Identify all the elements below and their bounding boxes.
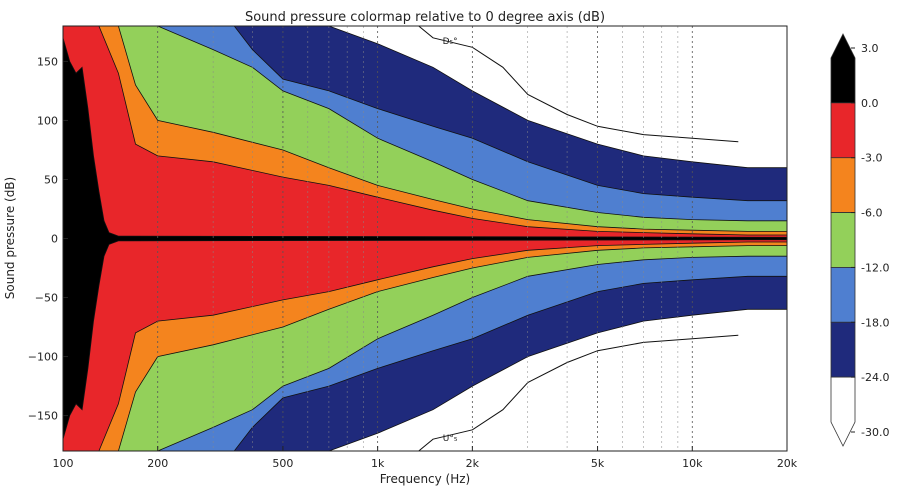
x-axis-ticks: 100 200 500 1k 2k 5k 10k 20k [53,446,798,470]
annotation-label: U°₅ [443,434,458,444]
colorbar-band [830,267,856,323]
x-tick-label: 1k [371,457,385,470]
y-tick-label: 100 [37,114,58,127]
x-tick-label: 100 [53,457,74,470]
colorbar-tick-label: -24.0 [861,371,889,384]
y-tick-label: −100 [28,351,58,364]
colorbar-tick-label: -18.0 [861,316,889,329]
x-tick-label: 2k [466,457,480,470]
colorbar-tick-label: 0.0 [861,97,879,110]
colorbar-tick-label: 3.0 [861,42,879,55]
chart-title: Sound pressure colormap relative to 0 de… [245,10,605,25]
y-axis-ticks: 150 100 50 0 −50 −100 −150 [28,55,68,423]
colorbar-band [830,212,856,268]
colorbar-tick-label: -12.0 [861,261,889,274]
annotation-label: D₅° [443,37,458,47]
colorbar-band [830,321,856,378]
colorbar-band [830,376,856,447]
colorbar-band [830,157,856,213]
x-tick-label: 5k [591,457,605,470]
colorbar-band [830,33,856,104]
outline-contour-lower [418,334,739,451]
contour-band-0 [63,37,787,440]
y-tick-label: −50 [35,292,58,305]
plot-area: D₅° U°₅ [63,26,787,451]
x-tick-label: 500 [272,457,293,470]
y-tick-label: 150 [37,55,58,68]
colorbar [830,33,856,447]
colorbar-tick-label: -6.0 [861,207,882,220]
x-tick-label: 20k [777,457,798,470]
y-axis-label: Sound pressure (dB) [3,177,17,299]
x-tick-label: 200 [147,457,168,470]
y-tick-label: 50 [44,173,58,186]
colorbar-tick-label: -3.0 [861,152,882,165]
grid-lines [157,26,693,451]
y-tick-label: 0 [51,233,58,246]
x-tick-label: 10k [682,457,703,470]
x-axis-label: Frequency (Hz) [380,472,471,486]
colorbar-tick-label: -30.0 [861,426,889,439]
colorbar-band [830,102,856,159]
colorbar-tick-labels: 3.0 0.0 -3.0 -6.0 -12.0 -18.0 -24.0 -30.0 [851,42,889,439]
outline-contour-upper [418,26,739,143]
y-tick-label: −150 [28,410,58,423]
